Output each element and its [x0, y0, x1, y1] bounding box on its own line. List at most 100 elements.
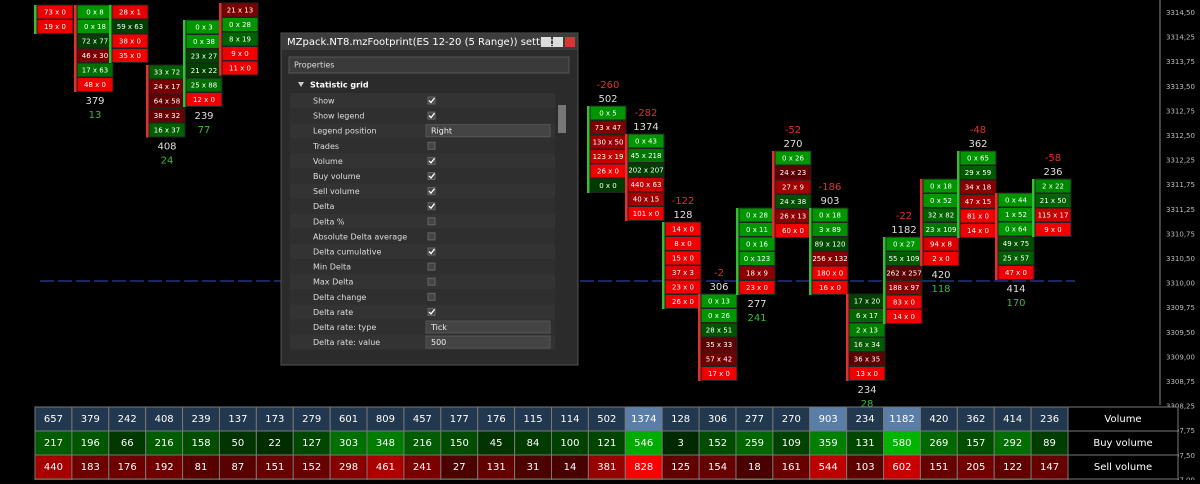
grid-value: 1374 — [631, 414, 656, 425]
cell-text: 0 x 44 — [1005, 197, 1028, 205]
checkbox[interactable] — [427, 292, 436, 301]
checkbox[interactable] — [427, 141, 436, 150]
grid-value: 89 — [1043, 438, 1056, 449]
grid-value: 147 — [1040, 462, 1059, 473]
cell-text: 130 x 50 — [593, 139, 624, 147]
cell-text: 6 x 17 — [856, 312, 878, 320]
grid-value: 152 — [302, 462, 321, 473]
checkbox[interactable] — [427, 96, 436, 105]
value-box[interactable] — [425, 320, 551, 334]
tab-label: Properties — [294, 61, 334, 70]
grid-value: 14 — [564, 462, 577, 473]
property-label: Delta cumulative — [313, 248, 381, 257]
grid-cell — [292, 406, 331, 432]
grid-label-cell — [1067, 430, 1179, 456]
property-label: Delta — [313, 202, 334, 211]
property-label: Absolute Delta average — [313, 232, 407, 241]
grid-value: 84 — [527, 438, 540, 449]
grid-value: 87 — [232, 462, 245, 473]
grid-value: 362 — [966, 414, 985, 425]
checkbox[interactable] — [427, 247, 436, 256]
column-footer: 241 — [747, 313, 766, 324]
cell-text: 26 x 0 — [672, 298, 694, 306]
candle — [587, 106, 590, 193]
price-label: 3314,25 — [1166, 34, 1195, 42]
maximize-button[interactable] — [553, 37, 563, 47]
cell-text: 73 x 47 — [595, 124, 621, 132]
cell-text: 123 x 19 — [593, 153, 624, 161]
price-label: 3311,25 — [1166, 206, 1195, 214]
cell-text: 0 x 16 — [746, 241, 769, 249]
grid-cell — [514, 406, 552, 432]
checkbox[interactable] — [427, 277, 436, 286]
column-footer: 77 — [198, 125, 211, 136]
property-label: Delta % — [313, 217, 345, 226]
cell-text: 9 x 0 — [231, 50, 249, 58]
cell-text: 262 x 257 — [886, 270, 921, 278]
grid-cell — [956, 454, 995, 480]
cell-text: 0 x 18 — [930, 183, 952, 191]
candle — [1032, 179, 1035, 237]
cell-text: 8 x 0 — [674, 240, 692, 248]
grid-cell — [292, 430, 331, 456]
grid-value: 241 — [413, 462, 432, 473]
cell-text: 0 x 38 — [193, 38, 215, 46]
column-header: -282 — [635, 108, 658, 119]
column-footer: 13 — [89, 110, 102, 121]
property-value: Right — [431, 127, 452, 136]
price-label: 3309,75 — [1166, 304, 1195, 312]
grid-cell — [366, 406, 405, 432]
property-label: Trades — [312, 142, 339, 151]
cell-text: 23 x 0 — [672, 284, 694, 292]
grid-value: 420 — [929, 414, 948, 425]
checkbox[interactable] — [427, 232, 436, 241]
property-row — [290, 304, 555, 320]
grid-value: 270 — [782, 414, 801, 425]
grid-cell — [624, 430, 663, 456]
grid-value: 903 — [819, 414, 838, 425]
checkbox[interactable] — [427, 172, 436, 180]
candle — [625, 134, 628, 221]
column-header: 306 — [709, 282, 728, 293]
property-label: Min Delta — [313, 263, 351, 272]
cell-text: 23 x 109 — [926, 226, 957, 234]
cell-text: 101 x 0 — [633, 210, 659, 218]
grid-value: 177 — [450, 414, 469, 425]
grid-value: 292 — [1003, 438, 1022, 449]
column-header: -22 — [896, 211, 912, 222]
grid-value: 128 — [671, 414, 690, 425]
minimize-button[interactable] — [541, 37, 551, 47]
expand-arrow[interactable] — [298, 82, 304, 87]
cell-text: 115 x 17 — [1038, 212, 1069, 220]
scrollbar[interactable] — [558, 105, 566, 133]
price-label: 3310,75 — [1166, 230, 1195, 238]
column-header: 236 — [1043, 167, 1062, 178]
checkbox[interactable] — [427, 262, 436, 271]
grid-value: 809 — [376, 414, 395, 425]
cell-text: 73 x 0 — [44, 9, 66, 17]
grid-value: 3 — [677, 438, 683, 449]
checkbox[interactable] — [427, 217, 436, 226]
checkbox[interactable] — [427, 187, 436, 196]
value-box[interactable] — [425, 124, 551, 138]
column-header: 502 — [598, 94, 617, 105]
cell-text: 0 x 64 — [1005, 226, 1028, 234]
column-footer: 420 — [931, 270, 950, 281]
grid-value: 379 — [81, 414, 100, 425]
grid-value: 150 — [450, 438, 469, 449]
checkbox[interactable] — [427, 307, 436, 316]
price-label: 3313,75 — [1166, 58, 1195, 66]
candle — [183, 20, 186, 107]
close-button[interactable] — [565, 37, 575, 47]
cell-text: 0 x 5 — [599, 110, 617, 118]
cell-text: 64 x 58 — [154, 98, 180, 106]
footprint: 73 x 0 19 x 0 0 x 8 0 x 18 72 x 77 46 x 30 17 … — [34, 2, 1072, 410]
value-box[interactable] — [425, 335, 551, 349]
checkbox[interactable] — [427, 202, 436, 211]
column-footer: 408 — [157, 142, 176, 153]
checkbox[interactable] — [427, 111, 436, 120]
cell-text: 32 x 82 — [928, 212, 954, 220]
column-header: -2 — [714, 268, 724, 279]
checkbox[interactable] — [427, 156, 436, 165]
